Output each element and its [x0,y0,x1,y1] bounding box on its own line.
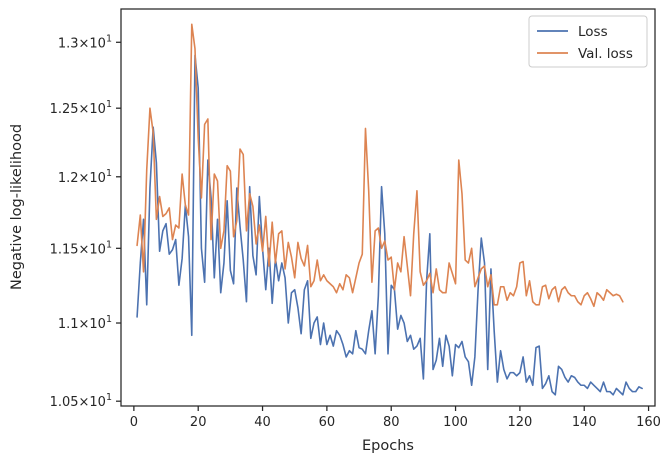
y-axis-label: Negative log-likelihood [9,124,25,290]
x-axis-ticks: 0 20 40 60 80 100 120 140 160 [130,406,661,430]
x-tick-label: 160 [636,415,661,430]
x-tick-label: 140 [572,415,597,430]
x-tick-label: 80 [383,415,400,430]
legend-box [528,15,648,68]
y-tick-label: 1.25×101 [50,99,112,117]
y-tick-label: 1.05×101 [50,392,112,410]
series-line-loss [136,54,643,396]
x-tick-label: 100 [443,415,468,430]
y-tick-label: 1.3×101 [58,33,112,51]
legend-label-val-loss: Val. loss [578,46,633,62]
x-axis-label: Epochs [362,438,414,454]
y-axis-ticks: 1.05×101 1.1×101 1.15×101 1.2×101 1.25×101 1.… [50,33,121,410]
x-tick-label: 120 [507,415,532,430]
x-tick-label: 60 [319,415,336,430]
x-tick-label: 0 [130,415,138,430]
plot-frame [120,8,656,407]
x-tick-label: 40 [254,415,271,430]
y-tick-label: 1.15×101 [50,239,112,257]
y-tick-label: 1.2×101 [58,168,112,186]
series-line-val-loss [136,23,624,308]
legend-label-loss: Loss [578,24,608,40]
series-lines [136,23,643,396]
legend: Loss Val. loss [528,15,648,68]
y-tick-label: 1.1×101 [58,314,112,332]
x-tick-label: 20 [190,415,207,430]
